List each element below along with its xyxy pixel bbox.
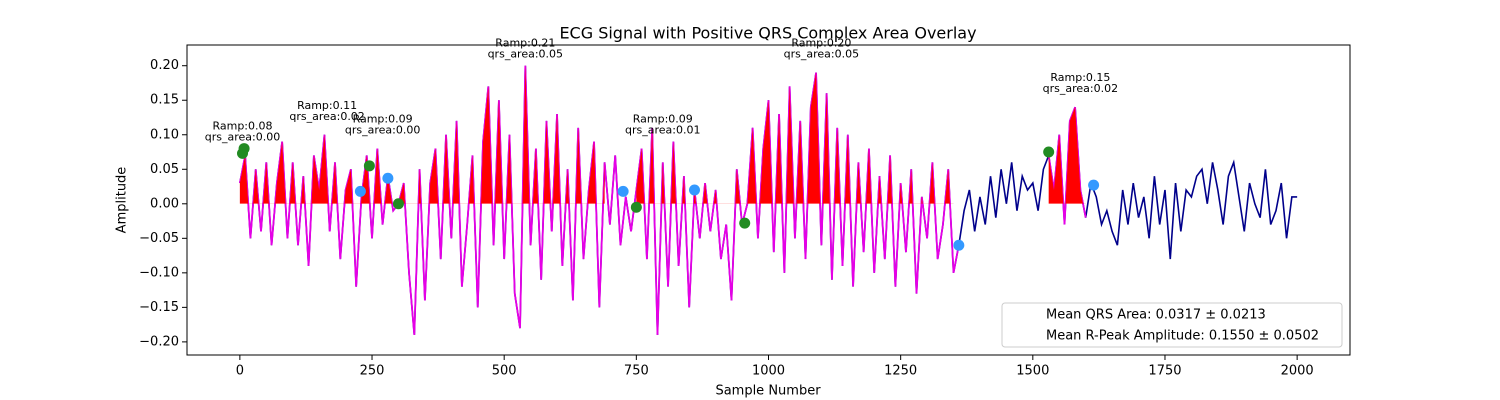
annotation: qrs_area:0.00 (205, 131, 280, 144)
annotation: Ramp:0.09 (633, 113, 693, 126)
x-tick-label: 1000 (752, 364, 785, 379)
legend-entry: Mean QRS Area: 0.0317 ± 0.0213 (1046, 308, 1266, 323)
annotation: Ramp:0.09 (353, 113, 413, 126)
annotation: Ramp:0.11 (297, 99, 357, 112)
marker-point (1088, 179, 1100, 191)
y-tick-label: −0.20 (139, 334, 179, 349)
annotation: qrs_area:0.00 (345, 124, 420, 137)
legend-entry: Mean R-Peak Amplitude: 0.1550 ± 0.0502 (1046, 329, 1319, 344)
x-tick-label: 0 (236, 364, 244, 379)
qrs-area (1048, 107, 1086, 204)
qrs-area (239, 65, 605, 204)
x-axis-label: Sample Number (715, 384, 821, 399)
annotation: Ramp:0.20 (791, 37, 851, 50)
marker-point (392, 198, 404, 210)
annotation: Ramp:0.15 (1050, 71, 1110, 84)
marker-point (363, 160, 375, 172)
marker-point (354, 185, 366, 197)
y-tick-label: −0.10 (139, 265, 179, 280)
y-tick-label: 0.10 (150, 127, 179, 142)
chart-title: ECG Signal with Positive QRS Complex Are… (559, 24, 976, 43)
x-tick-label: 2000 (1281, 364, 1314, 379)
x-tick-label: 1250 (884, 364, 917, 379)
y-tick-label: 0.15 (150, 93, 179, 108)
y-tick-label: −0.05 (139, 231, 179, 246)
annotation: qrs_area:0.05 (784, 48, 859, 61)
marker-point (630, 201, 642, 213)
annotation: Ramp:0.08 (212, 120, 272, 133)
x-tick-label: 500 (492, 364, 517, 379)
plot-frame (186, 44, 1351, 356)
marker-point (238, 143, 250, 155)
annotation: qrs_area:0.02 (1043, 82, 1118, 95)
marker-point (617, 185, 629, 197)
x-tick-label: 250 (360, 364, 385, 379)
y-tick-label: 0.20 (150, 58, 179, 73)
marker-point (739, 217, 751, 229)
y-axis-label: Amplitude (115, 167, 130, 234)
annotation: Ramp:0.21 (495, 37, 555, 50)
qrs-highlight-line (1047, 106, 1087, 225)
annotation: qrs_area:0.05 (488, 48, 563, 61)
marker-point (1043, 146, 1055, 158)
y-tick-label: 0.05 (150, 162, 179, 177)
marker-point (382, 172, 394, 184)
x-tick-label: 1500 (1016, 364, 1049, 379)
annotation: qrs_area:0.02 (289, 110, 364, 123)
legend-box (1001, 302, 1343, 348)
marker-point (688, 184, 700, 196)
y-tick-label: 0.00 (150, 196, 179, 211)
marker-point (953, 239, 965, 251)
annotation: qrs_area:0.01 (625, 124, 700, 137)
x-tick-label: 750 (624, 364, 649, 379)
qrs-highlight-line (238, 65, 960, 336)
y-tick-label: −0.15 (139, 300, 179, 315)
x-tick-label: 1750 (1148, 364, 1181, 379)
